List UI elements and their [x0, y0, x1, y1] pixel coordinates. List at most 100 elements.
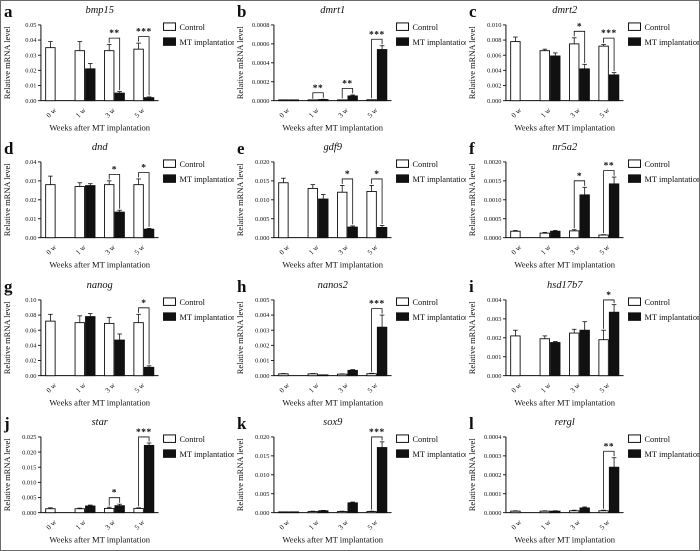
legend-label-control: Control [645, 297, 671, 306]
bar-treatment-5w [609, 74, 620, 102]
panel-k: k sox9 0.000 0.005 0.010 0.015 0.020 Relative m… [234, 413, 467, 550]
panel-letter: b [237, 2, 246, 21]
y-tick-label: 0.0006 [252, 41, 269, 48]
significance-label: *** [369, 299, 385, 309]
panel-letter: g [4, 276, 13, 295]
legend-swatch-control [395, 296, 409, 306]
significance-label: * [141, 298, 146, 308]
significance-label: ** [342, 80, 352, 90]
bar-treatment-1w [550, 231, 561, 239]
panel-letter: h [237, 276, 247, 295]
bar-control-3w [569, 510, 580, 513]
x-tick-label: 5 w [366, 243, 380, 257]
bar-treatment-0w [288, 99, 299, 102]
bar-control-0w [277, 182, 289, 239]
legend-swatch-treatment [395, 174, 409, 184]
legend-label-control: Control [645, 23, 671, 32]
significance-bracket [603, 299, 615, 329]
significance-label: * [607, 290, 612, 300]
panel-title: dmrt1 [320, 5, 345, 16]
y-tick-label: 0.003 [487, 316, 501, 323]
panel-k-chart: k sox9 0.000 0.005 0.010 0.015 0.020 Relative m… [235, 414, 467, 545]
y-axis-label: Relative mRNA level [467, 163, 477, 237]
legend-label-treatment: MT implantation [645, 312, 699, 321]
x-tick-label: 3 w [336, 106, 350, 120]
y-tick-label: 0.000 [255, 372, 269, 379]
panel-letter: l [469, 414, 474, 433]
x-tick-label: 3 w [569, 106, 583, 120]
bar-treatment-1w [85, 315, 96, 376]
bar-control-5w [598, 338, 610, 376]
x-tick-label: 5 w [133, 243, 147, 257]
bar-treatment-3w [579, 194, 591, 239]
bar-treatment-3w [579, 68, 591, 102]
bar-control-3w [569, 332, 580, 376]
y-tick-label: 0.04 [25, 159, 37, 166]
significance-bracket [138, 306, 150, 364]
x-tick-label: 1 w [307, 380, 321, 394]
legend-swatch-treatment [163, 449, 176, 458]
y-tick-label: 0.020 [255, 434, 269, 441]
significance-bracket [341, 88, 353, 99]
bar-control-3w [104, 507, 115, 513]
bar-control-3w [104, 50, 115, 102]
x-tick-label: 1 w [74, 106, 88, 120]
bar-control-0w [45, 47, 56, 102]
x-axis-label: Weeks after MT implantation [282, 534, 383, 544]
bar-treatment-1w [317, 198, 329, 239]
panel-l-chart: l rergl 0.0000 0.0001 0.0002 0.0003 0.0004 Rela… [467, 414, 699, 545]
legend-swatch-treatment [395, 449, 409, 458]
significance-label: * [112, 166, 117, 176]
legend-label-treatment: MT implantation [179, 175, 233, 184]
bar-treatment-5w [609, 311, 620, 376]
x-tick-label: 1 w [307, 106, 321, 120]
legend-label-treatment: MT implantation [645, 38, 699, 47]
bar-treatment-3w [579, 329, 591, 376]
y-tick-label: 0.00 [25, 98, 36, 105]
y-axis-label: Relative mRNA level [235, 437, 245, 511]
y-tick-label: 0.004 [487, 68, 502, 75]
x-tick-label: 5 w [133, 380, 147, 394]
y-axis-label: Relative mRNA level [235, 26, 245, 100]
panel-g: g nanog 0.00 0.02 0.04 0.06 0.08 0.10 Relative m… [1, 276, 234, 413]
y-tick-label: 0.10 [25, 297, 36, 304]
significance-bracket [603, 450, 615, 509]
legend-swatch-control [628, 296, 642, 306]
y-tick-label: 0.06 [25, 327, 36, 334]
legend-label-control: Control [179, 297, 205, 306]
bar-control-0w [277, 372, 289, 376]
legend-label-treatment: MT implantation [179, 38, 233, 47]
bar-treatment-3w [347, 95, 358, 102]
significance-label: ** [109, 29, 119, 39]
legend-label-control: Control [645, 160, 671, 169]
bar-treatment-1w [550, 510, 561, 513]
y-axis-label: Relative mRNA level [2, 163, 12, 237]
y-tick-label: 0.000 [487, 98, 501, 105]
y-tick-label: 0.0001 [484, 491, 501, 498]
bar-control-0w [45, 508, 56, 513]
x-axis-label: Weeks after MT implantation [282, 397, 383, 407]
bar-treatment-3w [347, 369, 358, 376]
significance-bracket [138, 172, 150, 228]
y-tick-label: 0.0004 [484, 434, 502, 441]
panel-title: dnd [92, 142, 108, 153]
bar-treatment-1w [550, 55, 561, 102]
x-axis-label: Weeks after MT implantation [515, 534, 616, 544]
panel-j: j star 0.000 0.005 0.010 0.015 0.020 0.025 Relat… [1, 413, 234, 550]
bar-control-3w [336, 192, 348, 239]
x-tick-label: 0 w [278, 380, 292, 394]
panel-f: f nr5a2 0.0000 0.0005 0.0010 0.0015 0.0020 Rela… [466, 138, 699, 275]
y-tick-label: 0.005 [255, 491, 269, 498]
legend-label-control: Control [179, 160, 205, 169]
panel-e-chart: e gdf9 0.000 0.005 0.010 0.015 0.020 Relative m… [235, 139, 467, 270]
x-tick-label: 3 w [104, 243, 118, 257]
y-tick-label: 0.0015 [484, 178, 501, 185]
axes [273, 436, 392, 513]
y-tick-label: 0.010 [255, 197, 269, 204]
panel-title: nanog [87, 279, 113, 290]
bar-control-1w [539, 232, 551, 239]
bar-control-1w [307, 99, 318, 102]
bar-control-3w [336, 373, 348, 376]
x-tick-label: 5 w [133, 106, 147, 120]
bar-treatment-5w [376, 227, 387, 239]
